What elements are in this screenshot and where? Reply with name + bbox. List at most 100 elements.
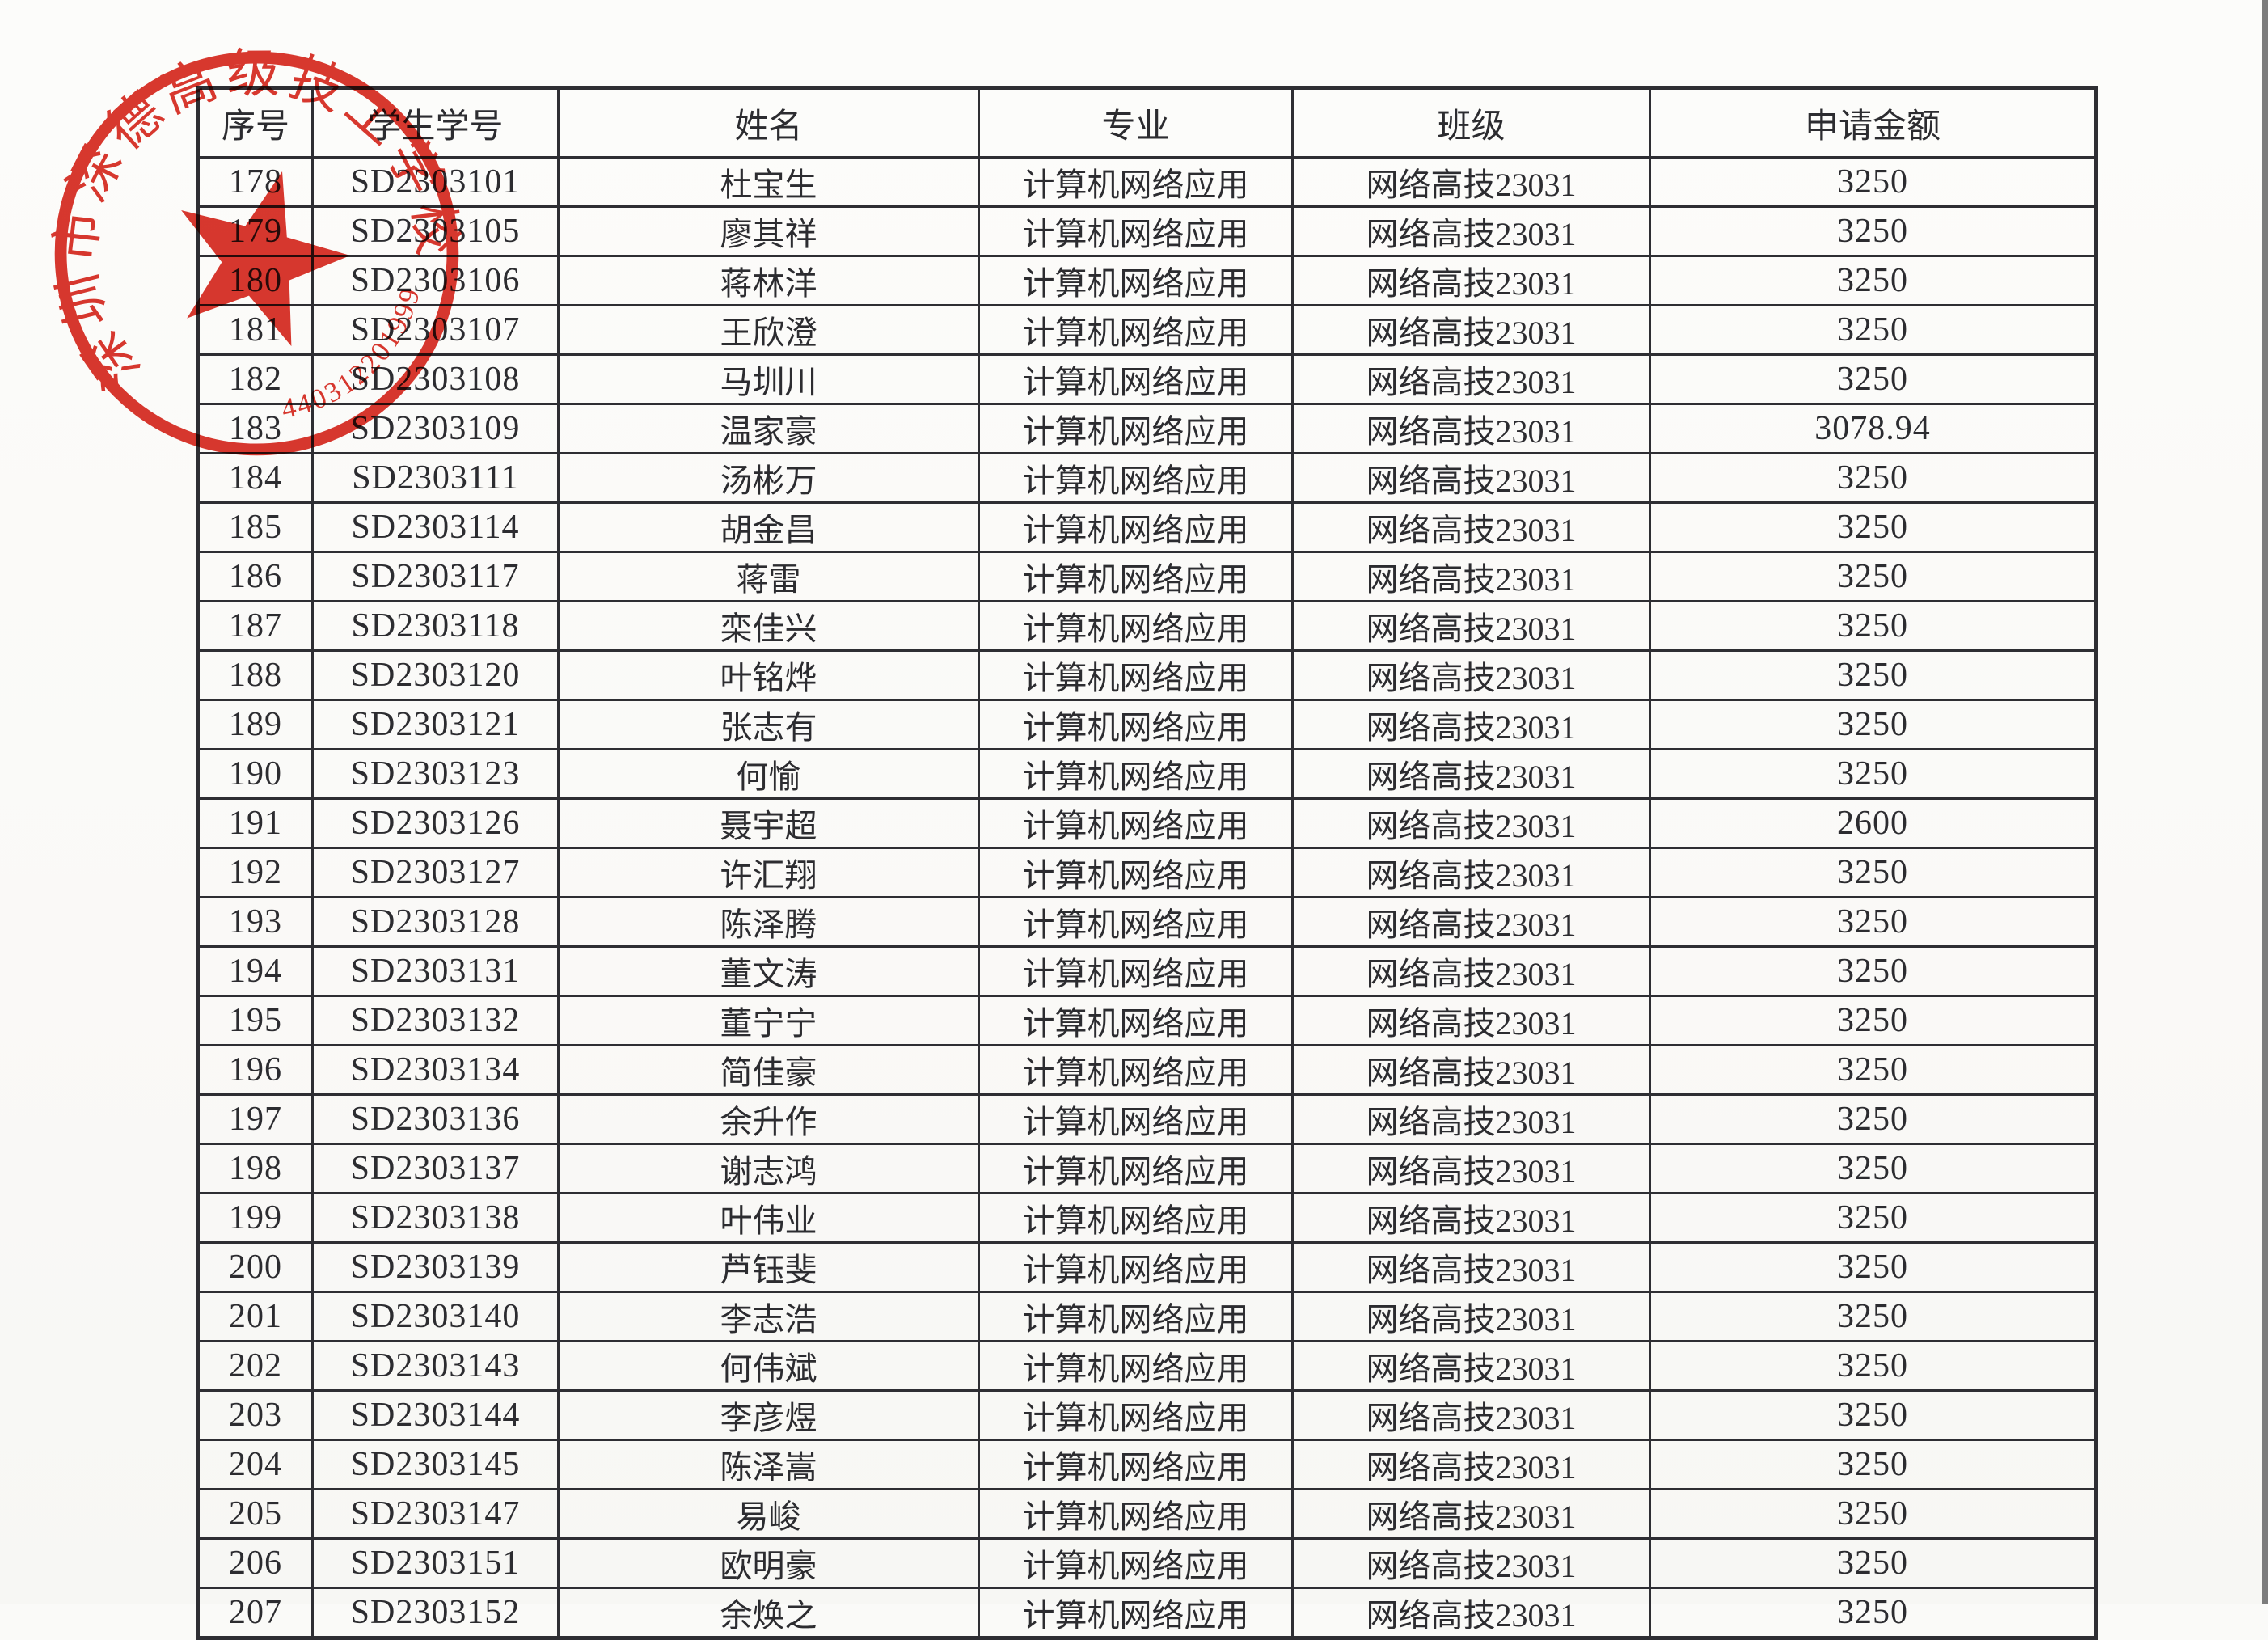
table-row: 199 SD2303138 叶伟业 计算机网络应用 网络高技23031 3250 [196, 1192, 2097, 1244]
cell-major: 计算机网络应用 [978, 1537, 1294, 1589]
cell-student-id: SD2303106 [311, 255, 560, 306]
cell-class: 网络高技23031 [1291, 995, 1651, 1046]
cell-class: 网络高技23031 [1291, 1143, 1651, 1194]
cell-seq: 196 [196, 1044, 314, 1096]
cell-class: 网络高技23031 [1291, 649, 1651, 701]
cell-major: 计算机网络应用 [978, 797, 1294, 849]
cell-student-id: SD2303117 [311, 551, 560, 602]
cell-seq: 188 [196, 649, 314, 701]
cell-amount: 3250 [1649, 156, 2097, 208]
cell-student-id: SD2303137 [311, 1143, 560, 1194]
cell-class: 网络高技23031 [1291, 1192, 1651, 1244]
cell-name: 廖其祥 [557, 205, 980, 257]
cell-amount: 3250 [1649, 1143, 2097, 1194]
cell-major: 计算机网络应用 [978, 1389, 1294, 1441]
cell-class: 网络高技23031 [1291, 945, 1651, 997]
cell-amount: 3250 [1649, 1192, 2097, 1244]
header-row: 序号 学生学号 姓名 专业 班级 申请金额 [196, 87, 2097, 159]
cell-class: 网络高技23031 [1291, 699, 1651, 750]
cell-class: 网络高技23031 [1291, 1587, 1651, 1639]
cell-amount: 3250 [1649, 353, 2097, 405]
cell-name: 陈泽嵩 [557, 1439, 980, 1490]
table-row: 193 SD2303128 陈泽腾 计算机网络应用 网络高技23031 3250 [196, 896, 2097, 948]
cell-name: 谢志鸿 [557, 1143, 980, 1194]
cell-student-id: SD2303126 [311, 797, 560, 849]
cell-name: 余升作 [557, 1093, 980, 1145]
column-header-name: 姓名 [557, 87, 980, 159]
cell-seq: 195 [196, 995, 314, 1046]
cell-class: 网络高技23031 [1291, 600, 1651, 652]
cell-class: 网络高技23031 [1291, 1389, 1651, 1441]
cell-amount: 3250 [1649, 847, 2097, 898]
cell-student-id: SD2303105 [311, 205, 560, 257]
cell-amount: 3250 [1649, 304, 2097, 356]
cell-name: 许汇翔 [557, 847, 980, 898]
cell-student-id: SD2303138 [311, 1192, 560, 1244]
cell-amount: 3250 [1649, 551, 2097, 602]
cell-amount: 3250 [1649, 501, 2097, 553]
cell-major: 计算机网络应用 [978, 1044, 1294, 1096]
cell-major: 计算机网络应用 [978, 1488, 1294, 1540]
cell-student-id: SD2303128 [311, 896, 560, 948]
cell-seq: 194 [196, 945, 314, 997]
table-row: 207 SD2303152 余焕之 计算机网络应用 网络高技23031 3250 [196, 1587, 2097, 1639]
cell-student-id: SD2303147 [311, 1488, 560, 1540]
cell-class: 网络高技23031 [1291, 551, 1651, 602]
cell-student-id: SD2303139 [311, 1241, 560, 1293]
cell-student-id: SD2303120 [311, 649, 560, 701]
cell-student-id: SD2303131 [311, 945, 560, 997]
cell-amount: 3250 [1649, 1340, 2097, 1392]
table-body: 178 SD2303101 杜宝生 计算机网络应用 网络高技23031 3250… [196, 156, 2097, 1639]
cell-seq: 182 [196, 353, 314, 405]
cell-amount: 3250 [1649, 600, 2097, 652]
cell-name: 简佳豪 [557, 1044, 980, 1096]
cell-student-id: SD2303108 [311, 353, 560, 405]
cell-name: 叶铭烨 [557, 649, 980, 701]
cell-student-id: SD2303121 [311, 699, 560, 750]
cell-seq: 187 [196, 600, 314, 652]
cell-class: 网络高技23031 [1291, 1537, 1651, 1589]
cell-class: 网络高技23031 [1291, 1488, 1651, 1540]
column-header-seq: 序号 [196, 87, 314, 159]
table-row: 201 SD2303140 李志浩 计算机网络应用 网络高技23031 3250 [196, 1291, 2097, 1342]
cell-seq: 192 [196, 847, 314, 898]
cell-seq: 179 [196, 205, 314, 257]
cell-amount: 3250 [1649, 995, 2097, 1046]
cell-name: 芦钰斐 [557, 1241, 980, 1293]
cell-class: 网络高技23031 [1291, 1044, 1651, 1096]
cell-name: 王欣澄 [557, 304, 980, 356]
cell-major: 计算机网络应用 [978, 995, 1294, 1046]
cell-amount: 3250 [1649, 1389, 2097, 1441]
cell-major: 计算机网络应用 [978, 1340, 1294, 1392]
table-row: 178 SD2303101 杜宝生 计算机网络应用 网络高技23031 3250 [196, 156, 2097, 208]
cell-seq: 184 [196, 452, 314, 504]
cell-major: 计算机网络应用 [978, 847, 1294, 898]
cell-seq: 201 [196, 1291, 314, 1342]
cell-amount: 3250 [1649, 1439, 2097, 1490]
cell-major: 计算机网络应用 [978, 1587, 1294, 1639]
table-row: 202 SD2303143 何伟斌 计算机网络应用 网络高技23031 3250 [196, 1340, 2097, 1392]
cell-major: 计算机网络应用 [978, 452, 1294, 504]
table-row: 188 SD2303120 叶铭烨 计算机网络应用 网络高技23031 3250 [196, 649, 2097, 701]
table-row: 180 SD2303106 蒋林洋 计算机网络应用 网络高技23031 3250 [196, 255, 2097, 306]
cell-major: 计算机网络应用 [978, 1143, 1294, 1194]
cell-amount: 3250 [1649, 1044, 2097, 1096]
table-row: 198 SD2303137 谢志鸿 计算机网络应用 网络高技23031 3250 [196, 1143, 2097, 1194]
table-row: 189 SD2303121 张志有 计算机网络应用 网络高技23031 3250 [196, 699, 2097, 750]
cell-class: 网络高技23031 [1291, 797, 1651, 849]
cell-amount: 3250 [1649, 1093, 2097, 1145]
cell-major: 计算机网络应用 [978, 748, 1294, 800]
cell-amount: 3250 [1649, 1488, 2097, 1540]
table-row: 196 SD2303134 简佳豪 计算机网络应用 网络高技23031 3250 [196, 1044, 2097, 1096]
cell-amount: 3078.94 [1649, 403, 2097, 454]
cell-class: 网络高技23031 [1291, 1241, 1651, 1293]
cell-class: 网络高技23031 [1291, 1439, 1651, 1490]
cell-student-id: SD2303143 [311, 1340, 560, 1392]
cell-student-id: SD2303118 [311, 600, 560, 652]
cell-amount: 3250 [1649, 1291, 2097, 1342]
cell-seq: 183 [196, 403, 314, 454]
cell-class: 网络高技23031 [1291, 1093, 1651, 1145]
table-row: 186 SD2303117 蒋雷 计算机网络应用 网络高技23031 3250 [196, 551, 2097, 602]
table-row: 204 SD2303145 陈泽嵩 计算机网络应用 网络高技23031 3250 [196, 1439, 2097, 1490]
cell-name: 李彦煜 [557, 1389, 980, 1441]
